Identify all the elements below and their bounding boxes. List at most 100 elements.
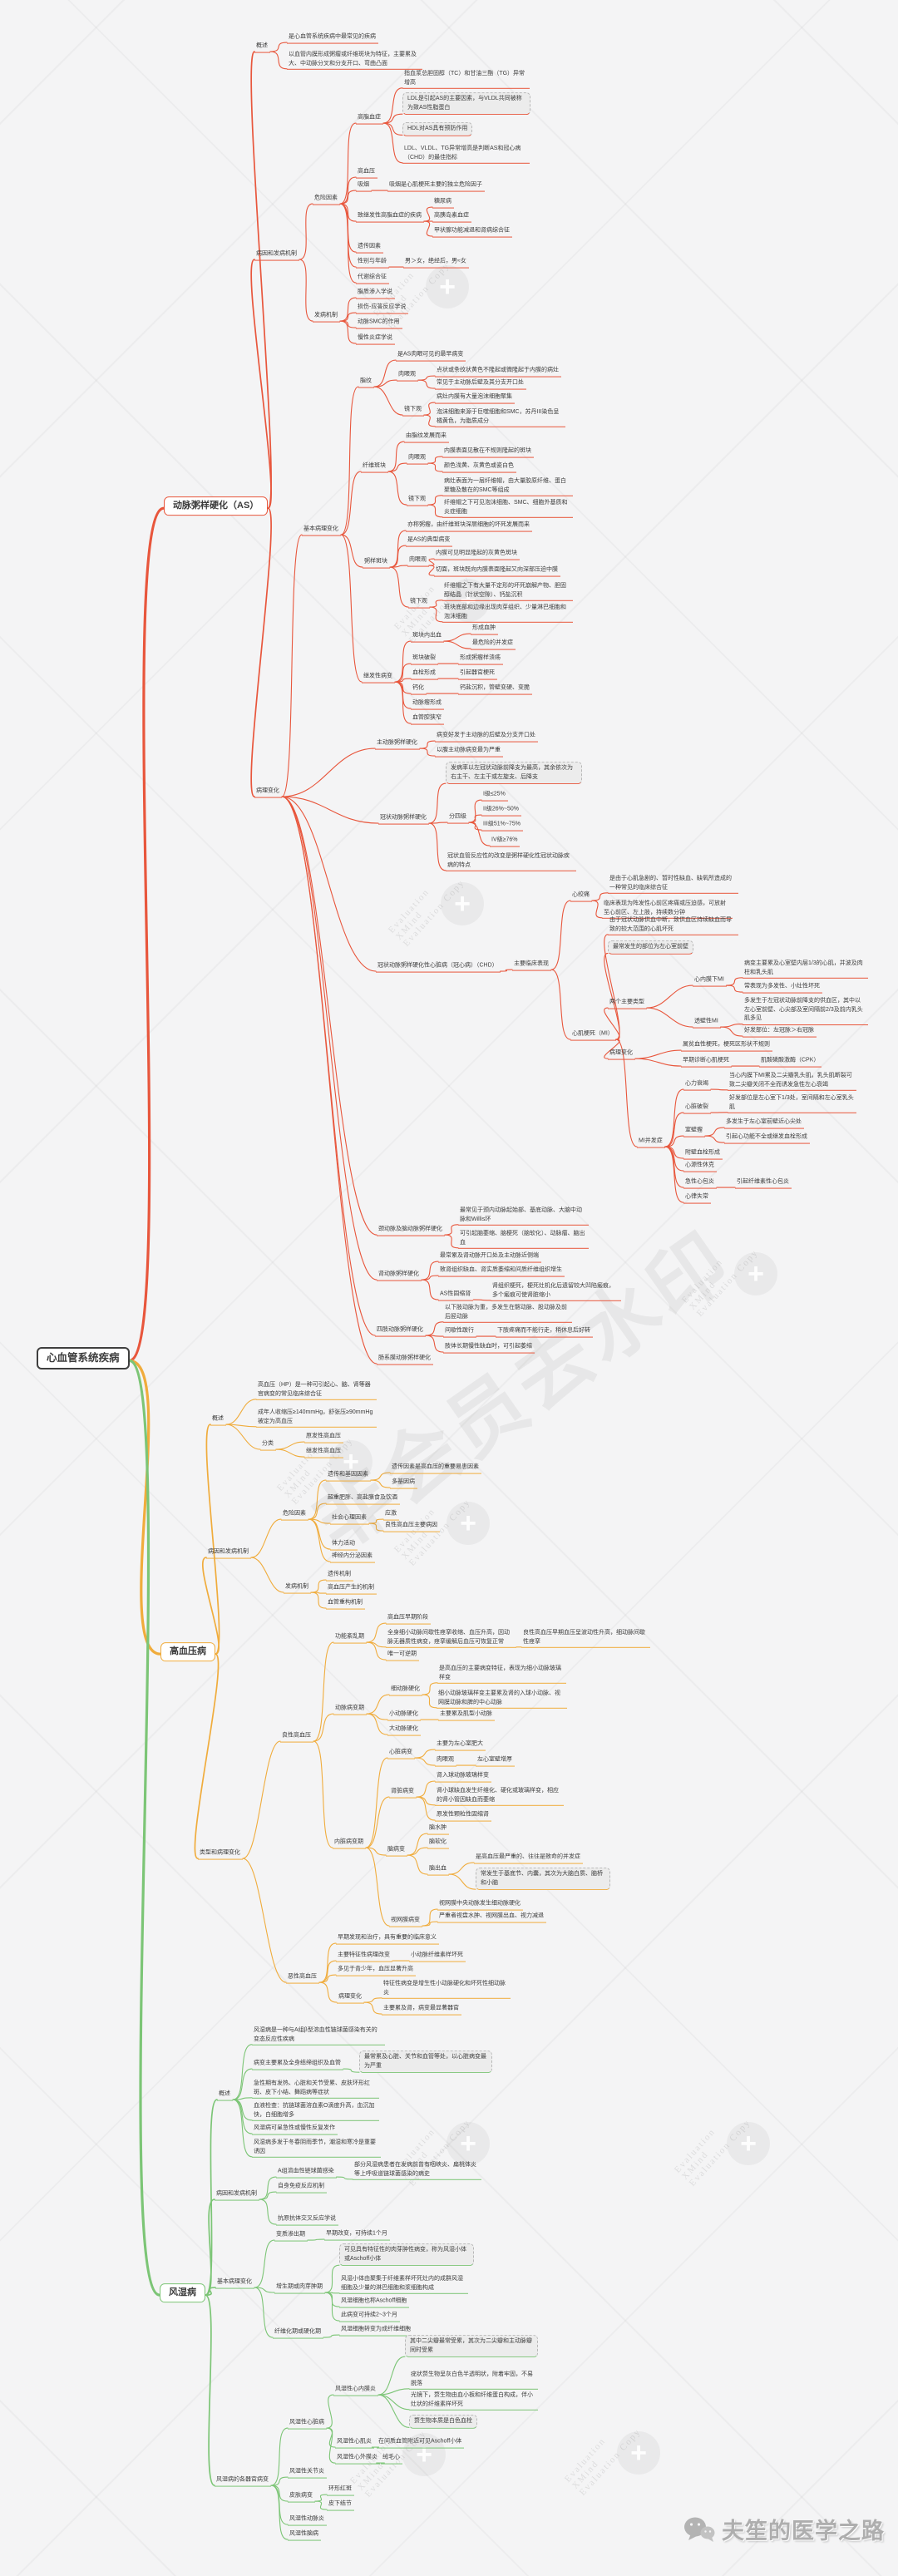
mind-node-H223[interactable]: 血管重构机制 — [326, 1598, 365, 1610]
mind-node-A3411b[interactable]: 临床表现为阵发性心前区疼痛或压迫感，可放射至心前区、左上肢，持续数分钟 — [602, 899, 733, 919]
mind-node-H211[interactable]: 遗传和基因因素 — [326, 1470, 371, 1482]
mind-node-F4c2[interactable]: 皮下结节 — [327, 2500, 354, 2511]
mind-node-A211d[interactable]: LDL、VLDL、TG异常增高是判断AS和冠心病（CHD）的最佳指标 — [402, 144, 530, 164]
mind-node-A32[interactable]: 主动脉粥样硬化 — [375, 738, 420, 750]
mind-node-H313d[interactable]: 视网膜病变 — [389, 1916, 422, 1927]
mind-node-H313d1[interactable]: 视网膜中央动脉发生细动脉硬化 — [437, 1899, 523, 1911]
mind-node-H32c[interactable]: 多见于青少年，血压显著升高 — [336, 1965, 416, 1976]
mind-node-A214c[interactable]: 甲状腺功能减退和肾病综合征 — [432, 226, 512, 238]
mind-node-A314a[interactable]: 斑块内出血 — [411, 631, 444, 643]
mind-node-MIe1a[interactable]: 当心内膜下MI累及二尖瓣乳头肌，乳头肌断裂可致二尖瓣关闭不全而诱发急性左心衰竭 — [728, 1071, 856, 1091]
mind-node-A311b[interactable]: 肉眼观 — [397, 370, 418, 382]
mind-node-H1c2[interactable]: 继发性高血压 — [304, 1447, 343, 1458]
mind-node-H312b1[interactable]: 主要累及肌型小动脉 — [438, 1710, 495, 1721]
mind-node-A33[interactable]: 冠状动脉粥样硬化 — [378, 813, 429, 825]
mind-node-A36c1[interactable]: 肾组织梗死，梗死灶机化后遗留较大凹陷瘢痕，多个瘢痕可使肾脏缩小 — [491, 1281, 621, 1301]
mind-node-A3412e[interactable]: MI并发症 — [637, 1137, 665, 1148]
mind-node-MIc2[interactable]: 透壁性MI — [693, 1017, 721, 1029]
mind-node-A3412b[interactable]: 最常发生的部位为左心室前壁 — [608, 940, 693, 955]
mind-node-H313a2a[interactable]: 左心室壁增厚 — [476, 1755, 515, 1767]
mind-node-A32b[interactable]: 以腹主动脉病变最为严重 — [435, 746, 503, 758]
mind-node-A311c[interactable]: 镜下观 — [402, 405, 424, 417]
mind-node-H1b[interactable]: 成年人收缩压≥140mmHg，舒张压≥90mmHg被定为高血压 — [256, 1408, 377, 1428]
mind-node-A31[interactable]: 基本病理变化 — [302, 525, 341, 536]
mind-node-H312[interactable]: 动脉病变期 — [333, 1704, 367, 1715]
mind-node-A1a[interactable]: 是心血管系统疾病中最常见的疾病 — [287, 32, 378, 44]
mind-node-F4d[interactable]: 风湿性动脉炎 — [288, 2514, 327, 2526]
mind-node-A37[interactable]: 四肢动脉粥样硬化 — [375, 1325, 426, 1337]
mind-node-H3[interactable]: 类型和病理变化 — [198, 1848, 243, 1860]
mind-node-F4a1d[interactable]: 赘生物本质是白色血栓 — [409, 2414, 477, 2429]
mind-node-F3b1[interactable]: 可见具有特征性的肉芽肿性病变，称为风湿小体或Aschoff小体 — [339, 2243, 474, 2267]
mind-node-F4c1[interactable]: 环形红斑 — [327, 2485, 354, 2496]
mind-node-H213[interactable]: 社会心理因素 — [330, 1513, 369, 1525]
mind-node-MId1[interactable]: 属贫血性梗死，梗死区形状不规则 — [681, 1040, 772, 1052]
mind-node-MIe3[interactable]: 室壁瘤 — [683, 1126, 705, 1137]
mind-node-A215[interactable]: 遗传因素 — [356, 242, 383, 254]
mind-node-A3[interactable]: 病理变化 — [254, 787, 282, 798]
mind-node-H311b[interactable]: 全身细小动脉间歇性痉挛收缩、血压升高，因动脉无器质性病变，痉挛缓解后血压可恢复正… — [386, 1628, 516, 1648]
mind-node-A211a[interactable]: 指血浆总胆固醇（TC）和甘油三酯（TG）异常增高 — [402, 69, 530, 89]
mind-node-F1e[interactable]: 风湿病可呈急性或慢性反复发作 — [252, 2124, 338, 2135]
mind-node-A217[interactable]: 代谢综合征 — [356, 273, 389, 284]
mind-node-F4c[interactable]: 皮肤病变 — [288, 2491, 315, 2503]
mind-node-H313c1[interactable]: 脑水肿 — [427, 1823, 449, 1835]
mind-node-MIe2a[interactable]: 好发部位是左心室下1/3处，室间隔和左心室乳头肌 — [728, 1093, 856, 1113]
mind-node-A211[interactable]: 高脂血症 — [356, 113, 383, 125]
mind-node-A311a[interactable]: 是AS肉眼可见的最早病变 — [396, 350, 466, 362]
mind-node-A3412d[interactable]: 病理变化 — [608, 1049, 635, 1060]
mind-node-F4e[interactable]: 风湿性脑病 — [288, 2529, 321, 2541]
mind-node-A314a2[interactable]: 最危险的并发症 — [471, 639, 516, 650]
mind-node-A38[interactable]: 肠系膜动脉粥样硬化 — [377, 1354, 433, 1365]
mind-node-H313d2[interactable]: 严重者视盘水肿、视网膜出血、视力减退 — [437, 1912, 546, 1923]
mind-node-MId2[interactable]: 早期诊断心肌梗死 — [681, 1056, 732, 1068]
mind-node-A314e[interactable]: 动脉瘤形成 — [411, 698, 444, 710]
mind-node-A314b1[interactable]: 形成粥瘤样溃疡 — [458, 654, 503, 665]
mind-node-A3412[interactable]: 心肌梗死（MI） — [570, 1029, 616, 1041]
mind-node-H313c3[interactable]: 脑出血 — [427, 1864, 449, 1876]
mind-node-H311b1[interactable]: 良性高血压早期血压呈波动性升高，细动脉间歇性痉挛 — [521, 1628, 650, 1648]
mind-node-F3[interactable]: 基本病理变化 — [215, 2277, 254, 2289]
mind-node-A37b1[interactable]: 下肢疼痛而不能行走，稍休息后好转 — [496, 1326, 593, 1338]
mind-node-A36c[interactable]: AS性固缩肾 — [438, 1290, 474, 1301]
mind-node-A33a[interactable]: 发病率以左冠状动脉前降支为最高，其余依次为右主干、左主干或左旋支、后降支 — [446, 762, 582, 785]
mind-node-A36a[interactable]: 最常累及肾动脉开口处及主动脉近侧端 — [438, 1251, 541, 1263]
mind-node-A214a[interactable]: 糖尿病 — [432, 197, 454, 209]
mind-node-H221[interactable]: 遗传机制 — [326, 1570, 353, 1582]
mind-node-H1c1[interactable]: 原发性高血压 — [304, 1432, 343, 1443]
mind-node-A313d1[interactable]: 纤维帽之下有大量不定形的坏死崩解产物、胆固醇结晶（针状空隙）、钙盐沉积 — [442, 581, 573, 601]
mind-node-A222[interactable]: 损伤-应答反应学说 — [356, 303, 409, 314]
mind-node-MIe3a[interactable]: 多发生于左心室前壁近心尖处 — [724, 1118, 804, 1129]
mind-node-A314d[interactable]: 钙化 — [411, 683, 427, 695]
mind-node-A311c1[interactable]: 病灶内膜有大量泡沫细胞聚集 — [435, 392, 515, 404]
mind-node-F4a1b[interactable]: 疣状赘生物呈灰白色半透明状，附着牢固，不易脱落 — [409, 2370, 538, 2390]
mind-node-A312c[interactable]: 镜下观 — [407, 495, 428, 506]
mind-node-A213a[interactable]: 吸烟是心肌梗死主要的独立危险因子 — [387, 180, 485, 192]
mind-node-H212[interactable]: 超重肥胖、高盐膳食及饮酒 — [326, 1493, 400, 1505]
mind-node-H2[interactable]: 病因和发病机制 — [206, 1547, 251, 1559]
mind-node-A314d1[interactable]: 钙盐沉积，管壁变硬、变脆 — [458, 683, 532, 695]
mind-node-A314b[interactable]: 斑块破裂 — [411, 654, 438, 665]
mind-node-A313d[interactable]: 镜下观 — [408, 597, 430, 609]
mind-node-MIe5[interactable]: 心源性休克 — [683, 1161, 717, 1172]
mind-node-H313[interactable]: 内脏病变期 — [333, 1838, 366, 1849]
mind-node-F2b[interactable]: 自身免疫反应机制 — [276, 2182, 327, 2194]
mind-node-A311[interactable]: 脂纹 — [358, 377, 374, 388]
mind-node-H313c[interactable]: 脑病变 — [386, 1845, 407, 1857]
mind-node-F3b3[interactable]: 风湿细胞也称Aschoff细胞 — [339, 2297, 410, 2308]
mind-node-A212[interactable]: 高血压 — [356, 167, 377, 179]
mind-node-H313b[interactable]: 肾脏病变 — [389, 1787, 417, 1799]
mind-node-H32d2[interactable]: 主要累及肾，病变最显著器官 — [382, 2004, 461, 2016]
mind-node-A21[interactable]: 危险因素 — [313, 194, 340, 205]
mind-node-A313d2[interactable]: 斑块底部和边缘出现肉芽组织、少量淋巴细胞和泡沫细胞 — [442, 603, 573, 623]
mind-node-F2a1[interactable]: 部分风湿病患者在发病前曾有咽峡炎、扁桃体炎等上呼吸道链球菌感染的病史 — [353, 2160, 481, 2180]
mind-node-H32d[interactable]: 病理变化 — [337, 1992, 364, 2004]
mind-node-A211c[interactable]: HDL对AS具有预防作用 — [402, 121, 473, 136]
mind-node-MIc1[interactable]: 心内膜下MI — [693, 975, 727, 987]
mind-node-A37b[interactable]: 间歇性跛行 — [443, 1326, 476, 1338]
mind-node-A313c2[interactable]: 切面，斑块既向内膜表面隆起又向深部压迫中膜 — [434, 565, 560, 577]
mind-node-A341[interactable]: 主要临床表现 — [512, 960, 551, 971]
mind-node-A22[interactable]: 发病机制 — [313, 311, 340, 323]
mind-node-F4a1[interactable]: 风湿性心内膜炎 — [333, 2385, 378, 2396]
mind-node-H311c[interactable]: 唯一可逆期 — [386, 1650, 419, 1661]
